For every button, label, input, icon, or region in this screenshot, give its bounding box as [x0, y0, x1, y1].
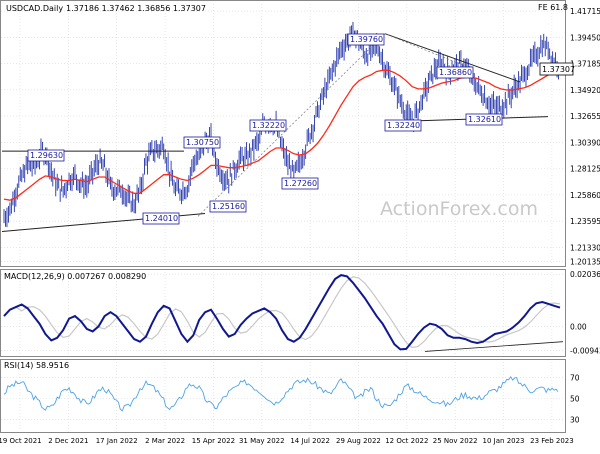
macd-trendline: [424, 341, 564, 352]
x-tick-label: 31 May 2022: [239, 437, 285, 445]
rsi-y-tick-label: 30: [570, 416, 580, 425]
x-tick-label: 29 Aug 2022: [336, 437, 381, 445]
x-tick-label: 19 Oct 2021: [0, 437, 42, 445]
rsi-y-tick-label: 50: [570, 395, 580, 404]
annotation-label: 1.25160: [212, 202, 245, 211]
annotation-label: 1.32240: [387, 121, 420, 130]
annotation-label: 1.32610: [468, 115, 501, 124]
price-y-tick-label: 1.37185: [570, 60, 600, 69]
macd-layer: [3, 274, 564, 352]
annotation-label: 1.24010: [145, 214, 178, 223]
axis-layer: 1.41715 1.39450 1.37185 1.34920 1.32655 1.303…: [0, 7, 600, 445]
annotation-box: [436, 66, 474, 79]
annotation-box: [347, 33, 385, 46]
price-y-tick-label: 1.28125: [570, 165, 600, 174]
price-y-tick-label: 1.41715: [570, 7, 600, 16]
rsi-y-tick-label: 70: [570, 374, 580, 383]
annotation-label: 1.36860: [439, 68, 472, 77]
last-price-label: 1.37307: [542, 65, 575, 74]
price-y-tick-label: 1.30390: [570, 138, 600, 147]
price-panel-frame: [0, 0, 566, 267]
annotation-label: 1.29630: [30, 151, 63, 160]
rsi-line: [3, 375, 559, 412]
annotation-box: [465, 113, 503, 126]
rsi-panel-title: RSI(14) 58.9516: [4, 361, 69, 370]
annotation-label: 1.30750: [186, 138, 219, 147]
price-y-tick-label: 1.21330: [570, 243, 600, 252]
trendline-descending: [384, 33, 521, 83]
projection-dashed-line: [197, 33, 471, 217]
annotation-box: [384, 119, 422, 132]
x-tick-label: 12 Oct 2022: [385, 437, 428, 445]
annotation-box: [281, 177, 319, 190]
price-y-tick-label: 1.34920: [570, 86, 600, 95]
x-tick-label: 25 Nov 2022: [433, 437, 478, 445]
annotation-box: [209, 200, 247, 213]
x-tick-label: 14 Jul 2022: [290, 437, 330, 445]
x-tick-label: 2 Mar 2022: [145, 437, 185, 445]
annotation-box: [142, 212, 180, 225]
annotation-box: [183, 136, 221, 149]
watermark-layer: ActionForex.com: [380, 198, 538, 220]
annotation-box: [249, 119, 287, 132]
macd-signal-line: [3, 276, 561, 349]
fe-label: FE 61.8: [538, 3, 568, 12]
macd-line: [3, 274, 561, 351]
ohlc-readout: 1.37186 1.37462 1.36856 1.37307: [66, 4, 206, 13]
macd-y-tick-label: -0.009438: [570, 346, 600, 355]
macd-panel-title: MACD(12,26,9) 0.007267 0.008290: [4, 272, 146, 281]
annotation-label: 1.27260: [284, 179, 317, 188]
price-y-tick-label: 1.20135: [570, 257, 600, 266]
price-layer: 1.29630 1.24010 1.30750 1.25160 1.32220 1.272…: [1, 21, 561, 233]
grid-layer: [1, 4, 565, 430]
x-tick-label: 2 Dec 2021: [48, 437, 88, 445]
watermark-text: ActionForex.com: [380, 198, 538, 220]
x-tick-label: 10 Jan 2023: [483, 437, 525, 445]
price-y-tick-label: 1.32655: [570, 112, 600, 121]
macd-y-tick-label: 0.00: [570, 322, 587, 331]
x-tick-label: 23 Feb 2023: [530, 437, 574, 445]
last-price-box: [539, 62, 574, 76]
macd-y-tick-label: 0.02036: [570, 270, 600, 279]
rsi-layer: [3, 375, 559, 412]
price-y-tick-label: 1.23595: [570, 217, 600, 226]
rsi-panel-frame: [0, 359, 566, 433]
annotation-label: 1.39760: [350, 35, 383, 44]
price-y-tick-label: 1.25860: [570, 191, 600, 200]
annotation-label: 1.32220: [252, 121, 285, 130]
annotation-box: [27, 149, 65, 162]
x-tick-label: 15 Apr 2022: [192, 437, 235, 445]
x-tick-label: 17 Jan 2022: [96, 437, 138, 445]
price-panel-title: USDCAD.Daily: [6, 4, 63, 13]
price-y-tick-label: 1.39450: [570, 33, 600, 42]
macd-panel-frame: [0, 269, 566, 357]
